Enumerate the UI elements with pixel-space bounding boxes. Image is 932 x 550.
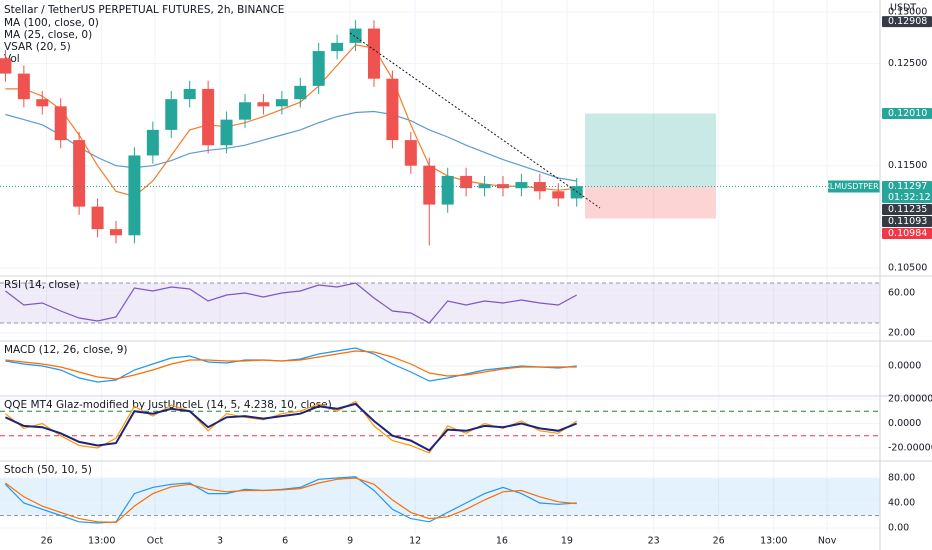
candle-body (17, 73, 30, 100)
y-tick-label: -20.00000 (888, 442, 932, 453)
candle-body (331, 42, 344, 52)
candle-body (165, 99, 178, 130)
candle-body (220, 119, 233, 146)
indicator-line (5, 350, 577, 380)
candle-body (128, 155, 141, 236)
candle-body (183, 88, 196, 100)
candle-body (460, 175, 473, 189)
candle-body (441, 175, 454, 205)
price-tag (882, 108, 932, 120)
price-tag-label: 0.11297 (888, 181, 927, 192)
target-zone (585, 113, 716, 187)
price-tag-label: 0.12908 (888, 16, 927, 27)
candle-body (533, 182, 546, 192)
price-tag (882, 180, 932, 203)
x-tick-label: 26 (41, 536, 53, 547)
indicator-line (4, 402, 578, 452)
y-tick-label: 60.00 (888, 288, 915, 299)
candle-body (515, 182, 528, 189)
indicator-line (5, 477, 577, 524)
candle-body (54, 106, 67, 141)
y-tick-label: 0.0000 (888, 418, 921, 429)
indicator-label: MA (100, close, 0) (4, 17, 99, 29)
candle-body (349, 28, 362, 43)
y-tick-label: 40.00 (888, 498, 915, 509)
countdown-label: 01:32:12 (888, 192, 931, 203)
x-tick-label: 12 (409, 536, 421, 547)
x-tick-label: Nov (818, 536, 837, 547)
x-tick-label: 19 (561, 536, 573, 547)
candle-body (257, 102, 270, 107)
candle-body (109, 229, 122, 236)
candle-body (312, 51, 325, 86)
price-tag-label: 0.11235 (888, 204, 927, 215)
candle-body (146, 129, 159, 156)
y-tick-label: 0.00 (888, 523, 909, 534)
price-tag (882, 215, 932, 227)
indicator-line (5, 282, 577, 324)
indicator-line (5, 110, 577, 182)
indicator-line (5, 44, 577, 198)
x-tick-label: 16 (496, 536, 508, 547)
y-tick-label: 20.00 (888, 328, 915, 339)
indicator-label: VSAR (20, 5) (4, 41, 71, 53)
candle-body (73, 140, 86, 207)
band (0, 478, 880, 516)
candle-body (496, 184, 509, 189)
x-tick-label: 3 (217, 536, 223, 547)
price-tag (882, 16, 932, 28)
candle-body (275, 99, 288, 107)
candle-body (238, 102, 251, 120)
y-tick-label: 80.00 (888, 473, 915, 484)
indicator-label: MA (25, close, 0) (4, 29, 92, 41)
pane-title: QQE MT4 Glaz-modified by JustUncleL (14,… (4, 399, 332, 411)
pane-title: Stoch (50, 10, 5) (4, 464, 92, 476)
x-tick-label: 13:00 (88, 536, 115, 547)
candle-body (404, 140, 417, 166)
symbol-label: XLMUSDTPERP (824, 182, 883, 191)
x-tick-label: 26 (713, 536, 725, 547)
symbol-tag (828, 180, 880, 193)
price-tag-label: 0.11093 (888, 216, 927, 227)
y-tick-label: 0.12500 (888, 58, 927, 69)
x-tick-label: 13:00 (760, 536, 787, 547)
band (0, 283, 880, 323)
y-tick-label: 20.00000 (888, 393, 932, 404)
y-tick-label: 0.0000 (888, 361, 921, 372)
candle-body (386, 78, 399, 141)
price-tag-label: 0.10984 (888, 228, 927, 239)
x-tick-label: Oct (147, 536, 164, 547)
x-tick-label: 6 (282, 536, 288, 547)
candle-body (202, 88, 215, 146)
price-tag (882, 227, 932, 239)
price-tag-label: 0.12010 (888, 108, 927, 119)
y-tick-label: 0.13000 (888, 7, 927, 18)
candle-body (91, 206, 104, 230)
candle-body (294, 85, 307, 100)
indicator-line (5, 400, 578, 454)
y-tick-label: 0.11500 (888, 160, 927, 171)
candle-body (0, 58, 12, 74)
x-tick-label: 9 (347, 536, 353, 547)
price-tag (882, 203, 932, 215)
indicator-line (4, 476, 577, 524)
pane-title: RSI (14, close) (4, 279, 80, 291)
candle-body (552, 191, 565, 199)
x-tick-label: 23 (648, 536, 660, 547)
candle-body (367, 28, 380, 79)
pane-title: Stellar / TetherUS PERPETUAL FUTURES, 2h… (4, 4, 284, 16)
y-tick-label: 0.10500 (888, 263, 927, 274)
candle-body (570, 186, 583, 199)
candle-body (478, 184, 491, 189)
candle-body (36, 99, 49, 107)
trend-line (349, 32, 601, 209)
pane-title: MACD (12, 26, close, 9) (4, 344, 127, 356)
unit-label: USDT (890, 3, 916, 14)
candle-body (423, 165, 436, 205)
stop-zone (585, 186, 716, 219)
